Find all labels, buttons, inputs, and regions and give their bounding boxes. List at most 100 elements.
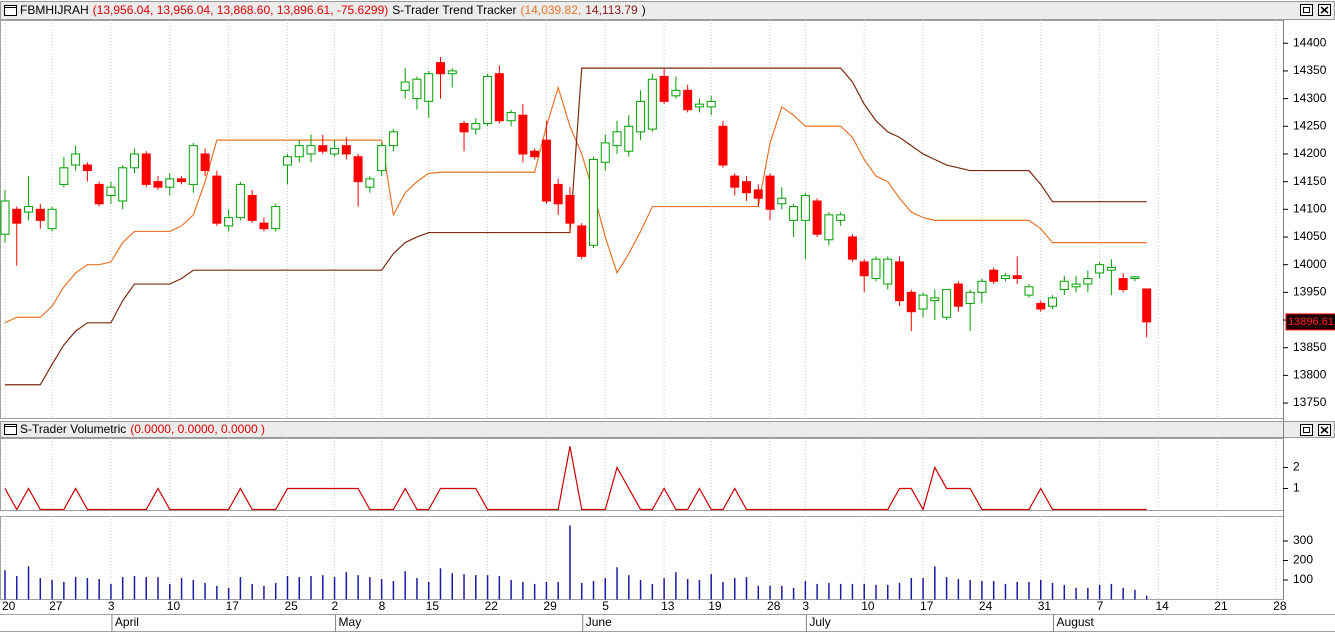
y-tick-label: 100 [1293, 572, 1313, 586]
y-tick-label: 14050 [1293, 229, 1327, 243]
volumetric-line [4, 446, 1147, 512]
header-part: S-Trader Volumetric [20, 422, 126, 436]
x-tick-label: 27 [49, 599, 63, 613]
x-tick-label: 17 [920, 599, 934, 613]
month-label: April [115, 615, 139, 629]
candle-body [1036, 302, 1046, 310]
candle-body [330, 147, 340, 155]
maximize-button[interactable] [1300, 4, 1313, 16]
candle-body [306, 145, 316, 155]
candle-body [424, 73, 434, 102]
candle-body [565, 194, 575, 224]
y-tick-label: 2 [1293, 460, 1300, 474]
x-tick-label: 14 [1155, 599, 1169, 613]
candle-body [141, 153, 151, 185]
panel-header: FBMHIJRAH (13,956.04, 13,956.04, 13,868.6… [20, 3, 646, 17]
x-tick-label: 5 [602, 599, 609, 613]
candle-body [965, 291, 975, 304]
candle-body [59, 167, 69, 185]
candle-body [471, 123, 481, 130]
candle-body [989, 269, 999, 282]
candle-body [1024, 286, 1034, 296]
close-button[interactable] [1318, 424, 1331, 436]
x-tick-label: 28 [1273, 599, 1287, 613]
month-label: June [586, 615, 612, 629]
x-tick-label: 3 [108, 599, 115, 613]
candle-body [1095, 264, 1105, 274]
candle-body [94, 183, 104, 205]
x-tick-label: 31 [1038, 599, 1052, 613]
candle-body [200, 153, 210, 172]
candle-body [659, 75, 669, 102]
candle-body [1083, 278, 1093, 285]
indicator-line [5, 67, 1147, 386]
candle-body [1118, 278, 1128, 291]
y-tick-label: 300 [1293, 533, 1313, 547]
candle-body [71, 153, 81, 166]
candle-body [24, 206, 34, 213]
x-tick-label: 21 [1214, 599, 1228, 613]
candle-body [683, 89, 693, 111]
candle-body [212, 175, 222, 224]
candle-body [1059, 280, 1069, 291]
header-part: ) [642, 3, 646, 17]
panel-header: S-Trader Volumetric (0.0000, 0.0000, 0.00… [20, 422, 265, 436]
header-part: FBMHIJRAH [20, 3, 89, 17]
candle-body [553, 183, 563, 205]
candle-body [506, 111, 516, 122]
candle-body [1142, 288, 1152, 323]
candle-body [589, 158, 598, 246]
candle-body [624, 125, 634, 152]
candle-body [883, 258, 893, 285]
x-tick-label: 17 [226, 599, 240, 613]
candle-body [353, 156, 363, 183]
candle-body [388, 131, 398, 147]
x-tick-label: 3 [802, 599, 809, 613]
candle-body [742, 181, 752, 194]
candle-body [942, 289, 952, 318]
candle-body [412, 78, 422, 100]
candle-body [1048, 297, 1058, 307]
candle-body [271, 206, 281, 230]
y-tick-label: 14000 [1293, 257, 1327, 271]
candle-body [0, 200, 10, 235]
candle-body [859, 261, 869, 277]
candle-body [483, 75, 493, 125]
header-part: (13,956.04, 13,956.04, 13,868.60, 13,896… [93, 3, 389, 17]
candle-body [153, 181, 163, 188]
candle-body [129, 153, 139, 169]
y-tick-label: 14150 [1293, 174, 1327, 188]
candle-body [106, 186, 116, 196]
candle-body [177, 178, 187, 183]
header-part: 14,113.79 [585, 3, 638, 17]
candle-body [224, 217, 234, 227]
y-tick-label: 14300 [1293, 91, 1327, 105]
candle-body [188, 145, 198, 185]
x-tick-label: 7 [1097, 599, 1104, 613]
y-tick-label: 14100 [1293, 201, 1327, 215]
candle-body [47, 208, 57, 230]
x-tick-label: 25 [284, 599, 298, 613]
y-tick-label: 13750 [1293, 395, 1327, 409]
y-tick-label: 200 [1293, 553, 1313, 567]
candle-body [294, 145, 304, 158]
header-part: (14,039.82, [521, 3, 582, 17]
maximize-button[interactable] [1300, 424, 1313, 436]
candle-body [118, 167, 128, 202]
candle-body [930, 297, 940, 302]
y-tick-label: 13850 [1293, 340, 1327, 354]
candle-body [541, 139, 551, 202]
x-tick-label: 28 [767, 599, 781, 613]
y-tick-label: 1 [1293, 481, 1300, 495]
close-button[interactable] [1318, 4, 1331, 16]
x-tick-label: 29 [543, 599, 557, 613]
candle-body [365, 178, 375, 188]
candle-body [694, 103, 704, 108]
candle-body [1000, 275, 1010, 280]
x-tick-label: 8 [379, 599, 386, 613]
candle-body [671, 89, 681, 97]
candle-body [730, 175, 740, 188]
month-label: August [1057, 615, 1095, 629]
